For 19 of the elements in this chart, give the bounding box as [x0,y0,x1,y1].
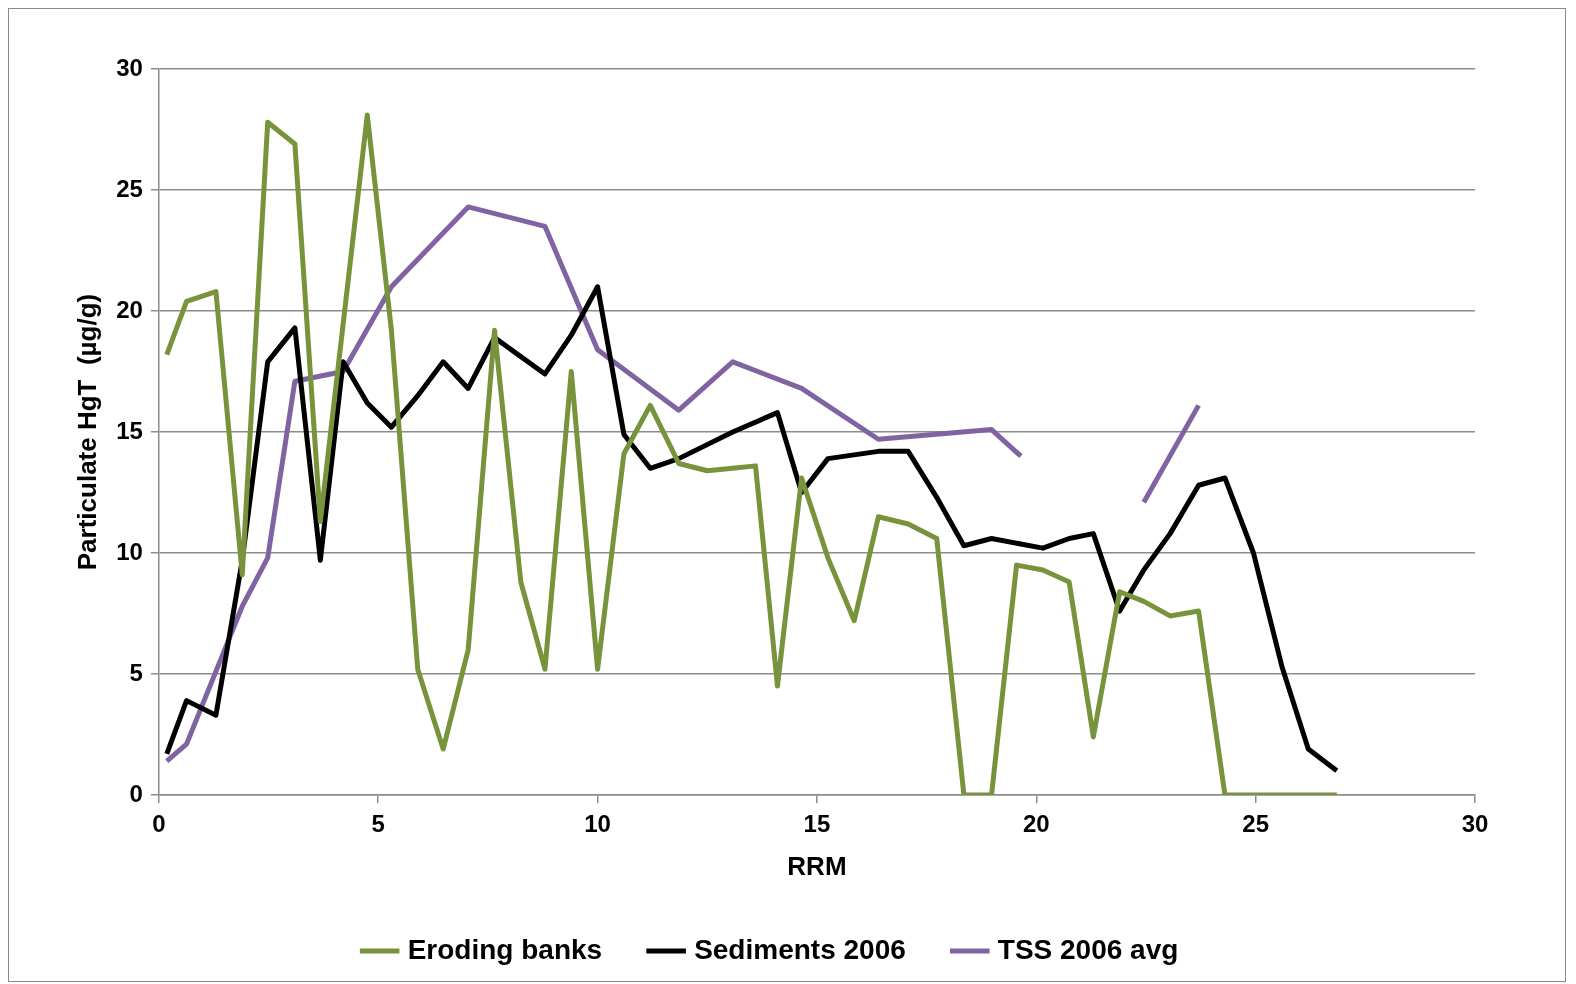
legend-label: TSS 2006 avg [997,933,1179,965]
x-axis-title: RRM [787,850,847,881]
y-tick-label: 20 [116,295,143,323]
y-axis-title: Particulate HgT (µg/g) [71,293,102,571]
y-tick-label: 30 [116,53,143,81]
y-tick-label: 0 [129,779,143,807]
x-tick-label: 0 [152,810,166,838]
x-tick-label: 25 [1242,810,1269,838]
x-tick-label: 30 [1461,810,1489,838]
y-tick-label: 15 [116,416,143,444]
y-tick-label: 25 [116,174,143,202]
y-tick-label: 10 [116,537,143,565]
x-tick-label: 5 [371,810,385,838]
y-tick-label: 5 [129,658,143,686]
legend-label: Eroding banks [407,933,603,965]
x-tick-label: 20 [1022,810,1050,838]
legend-label: Sediments 2006 [694,933,906,965]
x-tick-label: 15 [803,810,831,838]
x-tick-label: 10 [584,810,611,838]
